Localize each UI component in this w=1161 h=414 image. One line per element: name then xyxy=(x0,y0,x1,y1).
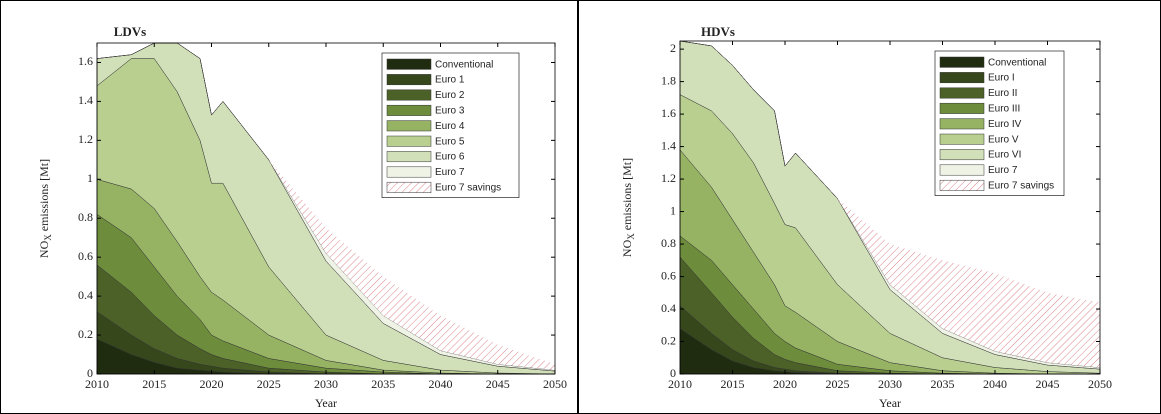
y-label-part: NO xyxy=(37,240,51,258)
y-tick-label: 1.6 xyxy=(661,106,676,120)
y-tick-label: 0.8 xyxy=(661,236,676,250)
legend-label: Euro 1 xyxy=(435,75,465,86)
legend-label: Euro 7 xyxy=(988,165,1018,176)
x-tick-label: 2010 xyxy=(85,377,109,391)
y-tick-label: 0.4 xyxy=(78,288,93,302)
legend-label: Euro IV xyxy=(988,119,1022,130)
y-tick-label: 0.2 xyxy=(78,327,93,341)
legend-swatch xyxy=(386,74,432,86)
y-tick-label: 1.6 xyxy=(78,54,93,68)
legend-swatch xyxy=(939,102,985,114)
y-label-part: emissions [Mt] xyxy=(37,159,51,231)
legend-swatch xyxy=(939,87,985,99)
y-tick-label: 0.4 xyxy=(661,301,676,315)
x-tick-label: 2035 xyxy=(371,377,395,391)
x-axis-label: Year xyxy=(315,396,337,410)
legend-label: Euro I xyxy=(988,73,1015,84)
legend-swatch xyxy=(939,56,985,68)
legend-swatch xyxy=(386,166,432,178)
y-tick-label: 1.4 xyxy=(78,93,93,107)
legend-swatch xyxy=(386,58,432,70)
y-tick-label: 1.8 xyxy=(661,73,676,87)
legend-swatch xyxy=(386,89,432,101)
legend-swatch xyxy=(939,164,985,176)
y-label-sub: X xyxy=(43,234,53,241)
x-tick-label: 2040 xyxy=(983,377,1007,391)
x-tick-label: 2035 xyxy=(931,377,955,391)
y-tick-label: 2 xyxy=(670,41,676,55)
x-tick-label: 2040 xyxy=(429,377,453,391)
x-tick-label: 2030 xyxy=(878,377,902,391)
legend-swatch xyxy=(939,133,985,145)
legend-swatch xyxy=(386,135,432,147)
legend-label: Euro 4 xyxy=(435,121,465,132)
chart-title: HDVs xyxy=(701,24,735,39)
x-tick-label: 2015 xyxy=(721,377,745,391)
x-tick-label: 2050 xyxy=(1088,377,1112,391)
chart-title: LDVs xyxy=(114,24,147,39)
x-tick-label: 2025 xyxy=(826,377,850,391)
y-tick-label: 1 xyxy=(670,203,676,217)
y-tick-label: 1 xyxy=(87,171,93,185)
y-tick-label: 1.2 xyxy=(661,171,676,185)
x-tick-label: 2045 xyxy=(486,377,510,391)
legend-label: Conventional xyxy=(988,57,1046,68)
legend-label: Conventional xyxy=(435,59,493,70)
legend-label: Euro 2 xyxy=(435,90,465,101)
x-tick-label: 2045 xyxy=(1036,377,1060,391)
y-label-part: emissions [Mt] xyxy=(620,158,634,230)
legend-swatch xyxy=(939,149,985,161)
x-tick-label: 2020 xyxy=(200,377,224,391)
legend-label: Euro II xyxy=(988,88,1017,99)
y-tick-label: 0 xyxy=(670,366,676,380)
legend-label: Euro VI xyxy=(988,150,1021,161)
x-tick-label: 2050 xyxy=(543,377,567,391)
y-tick-label: 1.2 xyxy=(78,132,93,146)
legend-swatch xyxy=(386,181,432,193)
legend-label: Euro V xyxy=(988,134,1019,145)
y-axis-label: NOXemissions [Mt] xyxy=(620,158,636,257)
legend-swatch xyxy=(386,151,432,163)
y-tick-label: 1.4 xyxy=(661,138,676,152)
y-tick-label: 0.6 xyxy=(661,268,676,282)
x-tick-label: 2015 xyxy=(142,377,166,391)
y-tick-label: 0 xyxy=(87,366,93,380)
legend-swatch xyxy=(939,179,985,191)
legend-label: Euro 6 xyxy=(435,152,465,163)
legend-label: Euro 7 savings xyxy=(435,183,501,194)
legend-label: Euro 5 xyxy=(435,136,465,147)
y-axis-label: NOXemissions [Mt] xyxy=(37,159,53,258)
legend-swatch xyxy=(939,72,985,84)
x-tick-label: 2010 xyxy=(668,377,692,391)
legend-label: Euro 3 xyxy=(435,106,465,117)
legend-label: Euro 7 xyxy=(435,167,465,178)
legend-label: Euro 7 savings xyxy=(988,181,1054,192)
x-tick-label: 2020 xyxy=(773,377,797,391)
y-tick-label: 0.6 xyxy=(78,249,93,263)
area xyxy=(680,41,1100,368)
y-tick-label: 0.8 xyxy=(78,210,93,224)
y-tick-label: 0.2 xyxy=(661,333,676,347)
legend-swatch xyxy=(386,120,432,132)
y-label-part: NO xyxy=(620,239,634,257)
y-label-sub: X xyxy=(626,233,636,240)
x-axis-label: Year xyxy=(879,396,901,410)
legend-swatch xyxy=(939,118,985,130)
legend-label: Euro III xyxy=(988,104,1020,115)
x-tick-label: 2030 xyxy=(314,377,338,391)
x-tick-label: 2025 xyxy=(257,377,281,391)
legend-swatch xyxy=(386,104,432,116)
